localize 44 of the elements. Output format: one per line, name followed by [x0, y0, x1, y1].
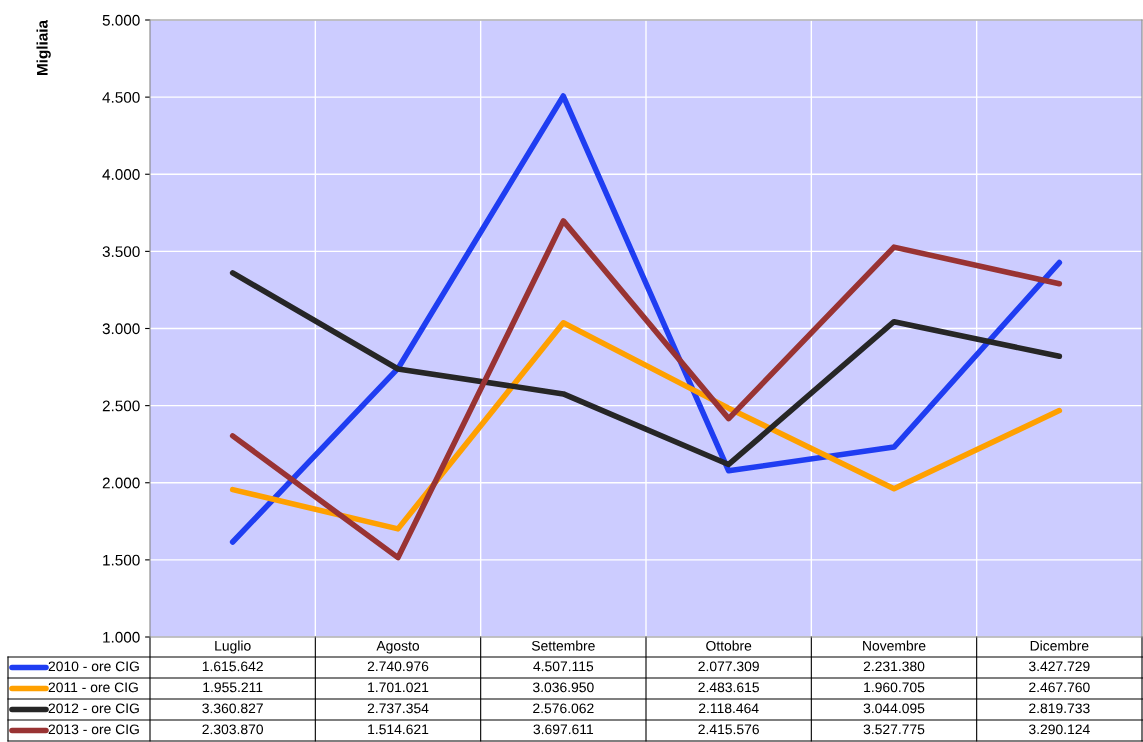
- text: 2.737.354: [367, 703, 429, 714]
- text: 1.701.021: [368, 682, 429, 693]
- y-tick-label: 1.500: [103, 554, 140, 566]
- legend-label: 2010 - ore CIG: [48, 661, 139, 672]
- text: 3.697.611: [533, 724, 594, 735]
- text: 2.231.380: [863, 661, 925, 672]
- text: 2.077.309: [698, 661, 759, 672]
- x-tick-label: Luglio: [215, 640, 251, 654]
- text: 3.427.729: [1028, 661, 1090, 672]
- y-tick-label: 3.500: [102, 246, 140, 258]
- text: 2.415.576: [698, 724, 759, 735]
- y-tick-label: 3.000: [102, 323, 140, 335]
- y-tick-label: 2.000: [102, 477, 140, 489]
- text: 2.467.760: [1029, 682, 1090, 693]
- text: 2.303.870: [202, 724, 264, 735]
- text: 2.118.464: [698, 703, 759, 714]
- x-tick-label: Ottobre: [706, 640, 752, 651]
- text: 3.527.775: [863, 724, 925, 735]
- legend-label: 2013 - ore CIG: [48, 724, 139, 735]
- text: 1.615.642: [202, 661, 263, 672]
- text: 2.740.976: [367, 661, 429, 672]
- y-tick-label: 5.000: [102, 14, 140, 26]
- y-tick-label: 4.000: [102, 169, 140, 180]
- text: 3.290.124: [1028, 724, 1090, 735]
- x-tick-label: Novembre: [863, 640, 926, 651]
- text: 3.036.950: [532, 682, 594, 693]
- text: 2.483.615: [698, 682, 759, 693]
- text: 1.960.705: [864, 682, 925, 693]
- x-tick-label: Dicembre: [1030, 640, 1089, 651]
- y-axis-title: Migliaia: [36, 19, 51, 75]
- x-tick-label: Agosto: [376, 641, 420, 654]
- text: 4.507.115: [533, 661, 594, 672]
- x-tick-label: Settembre: [531, 640, 595, 651]
- legend-label: 2011 - ore CIG: [48, 682, 138, 693]
- text: 2.819.733: [1029, 703, 1090, 714]
- text: 3.360.827: [202, 703, 263, 714]
- y-tick-label: 4.500: [102, 91, 140, 103]
- legend-label: 2012 - ore CIG: [48, 703, 139, 714]
- text: 3.044.095: [863, 703, 925, 714]
- text: 1.514.621: [368, 724, 429, 735]
- text: 1.955.211: [203, 682, 263, 693]
- y-tick-label: 2.500: [102, 400, 140, 412]
- y-tick-label: 1.000: [103, 631, 140, 643]
- text: 2.576.062: [533, 703, 594, 714]
